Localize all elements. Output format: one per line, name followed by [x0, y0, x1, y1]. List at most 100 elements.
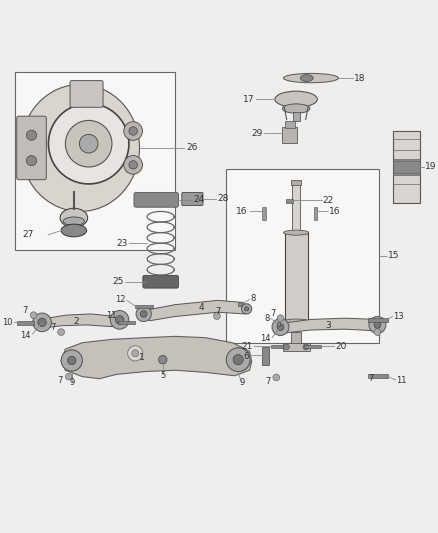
Bar	[271, 345, 283, 348]
Circle shape	[132, 350, 139, 357]
Text: 16: 16	[329, 207, 341, 216]
Bar	[393, 131, 420, 203]
Text: 10: 10	[2, 318, 12, 327]
Circle shape	[58, 329, 64, 335]
Circle shape	[233, 354, 243, 365]
Circle shape	[38, 318, 46, 327]
Text: 16: 16	[236, 207, 247, 216]
Bar	[262, 207, 266, 220]
Text: 29: 29	[252, 128, 263, 138]
Polygon shape	[61, 336, 252, 379]
Circle shape	[226, 348, 250, 372]
Bar	[226, 169, 379, 343]
Circle shape	[129, 127, 138, 135]
Text: 7: 7	[23, 306, 28, 316]
Text: 23: 23	[116, 239, 127, 248]
Text: 9: 9	[69, 378, 74, 387]
Text: 18: 18	[354, 74, 366, 83]
Bar	[291, 332, 301, 349]
Circle shape	[374, 321, 381, 328]
Text: 17: 17	[243, 95, 254, 104]
Circle shape	[369, 317, 386, 334]
Text: 2: 2	[73, 317, 79, 326]
Text: 20: 20	[335, 342, 346, 351]
Ellipse shape	[63, 217, 85, 225]
Text: 3: 3	[325, 321, 331, 330]
Text: 22: 22	[323, 196, 334, 205]
Text: 7: 7	[215, 308, 220, 316]
Circle shape	[277, 324, 284, 330]
Bar	[262, 347, 269, 365]
Text: 7: 7	[51, 324, 56, 333]
FancyBboxPatch shape	[134, 192, 178, 207]
Bar	[368, 318, 389, 321]
Circle shape	[61, 350, 82, 371]
Circle shape	[227, 348, 251, 372]
Circle shape	[272, 319, 289, 335]
Text: 11: 11	[396, 376, 407, 385]
Text: 12: 12	[115, 295, 126, 304]
Circle shape	[26, 156, 37, 166]
Circle shape	[110, 311, 129, 329]
Circle shape	[65, 373, 72, 380]
Text: 7: 7	[368, 374, 373, 383]
Ellipse shape	[283, 319, 309, 324]
Text: 8: 8	[264, 313, 269, 322]
Text: 15: 15	[388, 252, 399, 261]
Text: 8: 8	[251, 294, 256, 303]
Circle shape	[124, 156, 142, 174]
Circle shape	[303, 344, 309, 350]
Bar	[135, 304, 153, 309]
Bar	[393, 158, 420, 175]
Bar	[292, 182, 300, 245]
Bar	[368, 375, 389, 378]
Text: 7: 7	[57, 376, 63, 385]
Circle shape	[283, 344, 290, 350]
Text: 11: 11	[106, 311, 116, 320]
Circle shape	[233, 354, 244, 365]
FancyBboxPatch shape	[17, 116, 46, 180]
Text: 7: 7	[270, 310, 276, 318]
Bar	[118, 321, 135, 324]
Bar	[14, 72, 176, 249]
Polygon shape	[40, 314, 120, 328]
Circle shape	[129, 160, 138, 169]
Circle shape	[124, 122, 142, 140]
Bar	[283, 343, 310, 351]
Text: 5: 5	[160, 372, 166, 380]
Text: 7: 7	[265, 377, 271, 386]
Ellipse shape	[300, 75, 313, 82]
Circle shape	[79, 134, 98, 153]
Circle shape	[214, 313, 220, 319]
Text: 25: 25	[112, 277, 124, 286]
Text: 9: 9	[240, 378, 245, 387]
Bar	[277, 322, 280, 326]
Text: 19: 19	[425, 163, 436, 172]
FancyBboxPatch shape	[70, 80, 103, 107]
Text: 1: 1	[139, 353, 145, 362]
Ellipse shape	[283, 74, 339, 83]
Bar	[238, 303, 242, 306]
Polygon shape	[141, 301, 250, 321]
Circle shape	[49, 103, 129, 184]
Circle shape	[374, 329, 381, 335]
Bar	[291, 180, 301, 185]
Circle shape	[30, 312, 37, 319]
Ellipse shape	[283, 104, 310, 113]
Bar	[285, 232, 308, 321]
Text: 14: 14	[260, 334, 271, 343]
Bar	[304, 345, 321, 348]
Text: 26: 26	[186, 143, 198, 152]
Circle shape	[241, 304, 252, 314]
Bar	[293, 112, 300, 122]
Circle shape	[136, 306, 152, 321]
Bar	[286, 199, 293, 203]
Circle shape	[159, 356, 167, 364]
Circle shape	[140, 311, 147, 317]
Text: 21: 21	[241, 342, 253, 351]
Ellipse shape	[275, 91, 317, 107]
Ellipse shape	[61, 224, 87, 237]
Bar	[314, 207, 317, 220]
Circle shape	[127, 346, 143, 361]
Text: 13: 13	[393, 312, 404, 320]
